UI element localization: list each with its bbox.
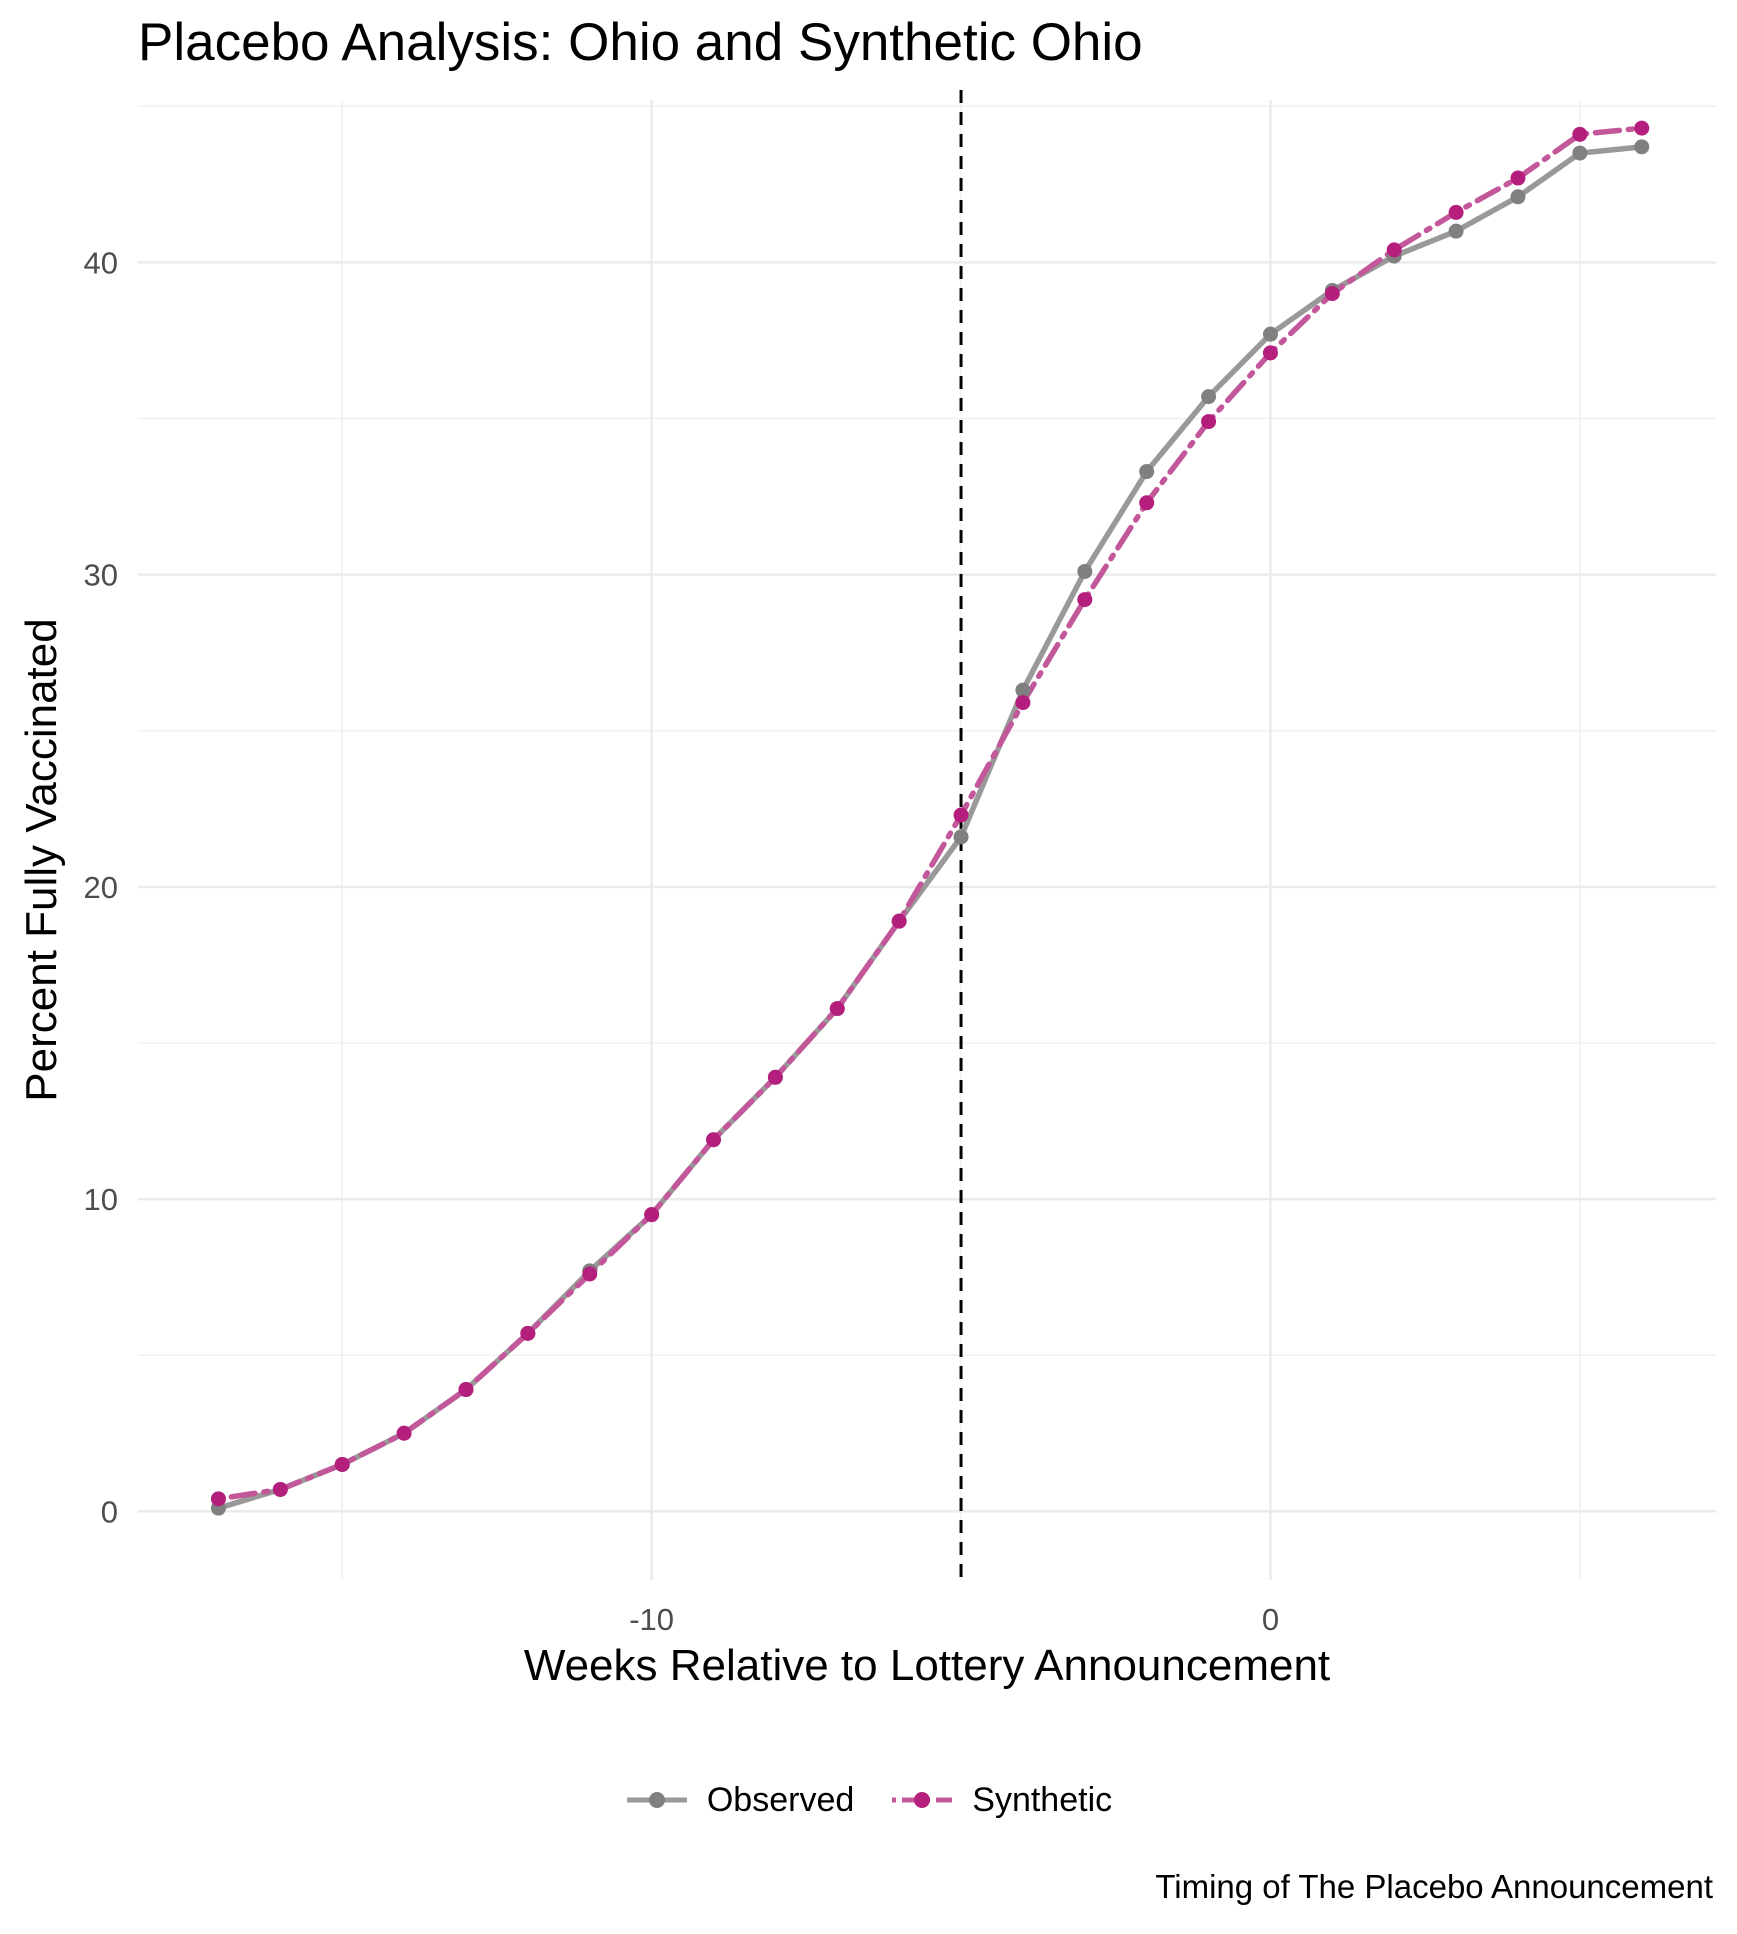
- axes: 0 10 20 30 40 -10 0: [84, 245, 1280, 1637]
- data-point-observed: [1510, 189, 1526, 205]
- series-line-observed: [215, 144, 1645, 1511]
- data-point-observed: [953, 829, 969, 845]
- legend-key-observed: [626, 1792, 687, 1808]
- chart-caption: Timing of The Placebo Announcement: [1155, 1868, 1713, 1905]
- data-point-synthetic: [1262, 345, 1278, 361]
- data-point-synthetic: [1448, 204, 1464, 220]
- data-point-observed: [1448, 223, 1464, 239]
- data-point-synthetic: [953, 807, 969, 823]
- y-tick-label: 10: [84, 1182, 118, 1217]
- data-point-observed: [1572, 145, 1588, 161]
- data-point-synthetic: [1324, 286, 1340, 302]
- y-tick-label: 40: [84, 245, 118, 280]
- data-point-synthetic: [1634, 120, 1650, 136]
- data-point-synthetic: [1139, 495, 1155, 511]
- data-point-synthetic: [1201, 414, 1217, 430]
- x-tick-label: -10: [629, 1602, 674, 1637]
- data-point-observed: [1262, 326, 1278, 342]
- x-tick-label: 0: [1262, 1602, 1279, 1637]
- data-point-observed: [1077, 563, 1093, 579]
- data-point-synthetic: [891, 913, 907, 929]
- y-tick-label: 20: [84, 870, 118, 905]
- series-line-synthetic: [215, 125, 1645, 1502]
- data-point-synthetic: [582, 1266, 598, 1282]
- gridlines: [138, 100, 1716, 1580]
- data-point-synthetic: [644, 1207, 660, 1223]
- series-layer: [210, 120, 1650, 1516]
- legend-item-observed: Observed: [625, 1781, 854, 1820]
- y-axis-title: Percent Fully Vaccinated: [17, 618, 66, 1101]
- data-point-synthetic: [1572, 126, 1588, 142]
- data-point-synthetic: [1077, 592, 1093, 608]
- legend-label-observed: Observed: [706, 1780, 855, 1819]
- data-point-synthetic: [520, 1325, 536, 1341]
- x-axis-title: Weeks Relative to Lottery Announcement: [524, 1641, 1330, 1690]
- legend-label-synthetic: Synthetic: [972, 1780, 1113, 1819]
- legend-key-synthetic: [892, 1792, 953, 1808]
- legend: Observed Synthetic: [0, 1772, 1737, 1828]
- data-point-synthetic: [396, 1425, 412, 1441]
- legend-item-synthetic: Synthetic: [890, 1781, 1112, 1820]
- data-point-observed: [1201, 389, 1217, 405]
- data-point-synthetic: [458, 1382, 474, 1398]
- data-point-synthetic: [706, 1132, 722, 1148]
- data-point-synthetic: [1510, 170, 1526, 186]
- chart-title: Placebo Analysis: Ohio and Synthetic Ohi…: [138, 13, 1143, 72]
- data-point-synthetic: [210, 1491, 226, 1507]
- y-tick-label: 30: [84, 558, 118, 593]
- data-point-synthetic: [767, 1069, 783, 1085]
- data-point-synthetic: [1386, 242, 1402, 258]
- data-point-synthetic: [272, 1481, 288, 1497]
- data-point-synthetic: [829, 1001, 845, 1017]
- data-point-synthetic: [1015, 695, 1031, 711]
- data-point-observed: [1634, 139, 1650, 155]
- data-point-observed: [1139, 464, 1155, 480]
- y-tick-label: 0: [101, 1494, 118, 1529]
- data-point-synthetic: [334, 1456, 350, 1472]
- data-point-observed: [1015, 682, 1031, 698]
